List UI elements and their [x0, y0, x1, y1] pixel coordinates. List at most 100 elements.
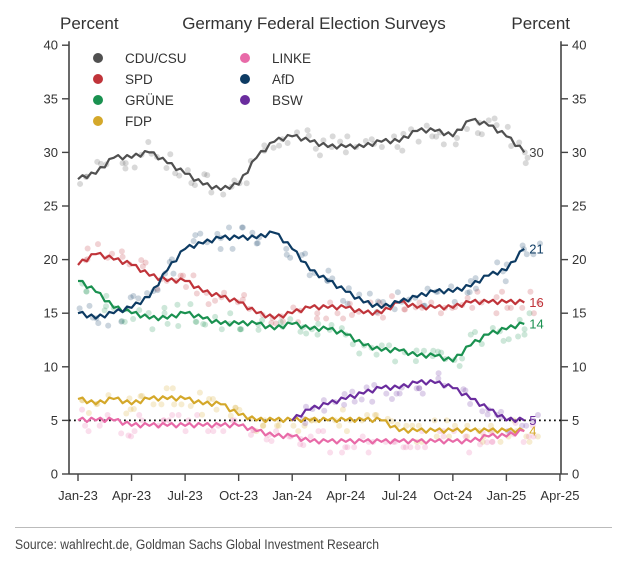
survey-point: [344, 300, 351, 307]
survey-point: [358, 396, 365, 403]
end-label-cducsu: 30: [529, 145, 543, 160]
y-tick-label-right: 25: [572, 199, 586, 214]
survey-point: [345, 285, 352, 292]
survey-point: [180, 272, 187, 279]
survey-point: [466, 289, 473, 296]
survey-point: [294, 129, 301, 136]
survey-point: [336, 422, 343, 429]
survey-point: [300, 442, 307, 449]
survey-point: [419, 390, 426, 397]
survey-point: [128, 433, 135, 440]
survey-point: [329, 133, 336, 140]
survey-point: [440, 141, 447, 148]
survey-point: [96, 422, 103, 429]
survey-point: [364, 412, 371, 419]
legend-item: FDP: [93, 114, 152, 129]
survey-point: [239, 224, 246, 231]
survey-point: [275, 422, 282, 429]
survey-point: [415, 138, 422, 145]
y-tick-label-right: 5: [572, 413, 579, 428]
survey-point: [524, 154, 531, 161]
survey-point: [521, 326, 528, 333]
survey-point: [176, 172, 183, 179]
survey-point: [507, 304, 514, 311]
survey-point: [227, 310, 234, 317]
survey-point: [306, 272, 313, 279]
survey-point: [516, 139, 523, 146]
survey-point: [136, 307, 143, 314]
survey-point: [217, 245, 224, 252]
survey-point: [105, 322, 112, 329]
survey-point: [154, 287, 161, 294]
survey-point: [247, 431, 254, 438]
survey-point: [241, 292, 248, 299]
survey-point: [130, 293, 137, 300]
survey-point: [446, 433, 453, 440]
survey-point: [519, 304, 526, 311]
survey-point: [327, 449, 334, 456]
y-tick-label-right: 15: [572, 306, 586, 321]
series-lines: 30 16 14 4 21 5: [77, 117, 544, 445]
survey-point: [526, 310, 533, 317]
survey-point: [343, 428, 350, 435]
survey-point: [273, 428, 280, 435]
survey-point: [342, 444, 349, 451]
survey-point: [305, 132, 312, 139]
survey-point: [340, 297, 347, 304]
survey-point: [302, 250, 309, 257]
survey-point: [423, 122, 430, 129]
survey-point: [433, 433, 440, 440]
survey-point: [280, 318, 287, 325]
survey-point: [340, 315, 347, 322]
survey-point: [214, 230, 221, 237]
survey-point: [243, 180, 250, 187]
survey-point: [85, 428, 92, 435]
survey-point: [320, 397, 327, 404]
survey-point: [464, 433, 471, 440]
survey-point: [502, 278, 509, 285]
survey-point: [424, 285, 431, 292]
survey-point: [412, 358, 419, 365]
survey-point: [378, 144, 385, 151]
survey-point: [167, 151, 174, 158]
legend-item: GRÜNE: [93, 93, 174, 108]
survey-point: [307, 433, 314, 440]
survey-point: [494, 259, 501, 266]
survey-point: [209, 395, 216, 402]
survey-point: [131, 428, 138, 435]
survey-point: [371, 412, 378, 419]
survey-point: [175, 412, 182, 419]
survey-point: [498, 408, 505, 415]
survey-point: [469, 304, 476, 311]
survey-point: [121, 318, 128, 325]
survey-point: [430, 347, 437, 354]
survey-point: [485, 117, 492, 124]
left-axis-title: Percent: [60, 14, 119, 33]
legend-item: SPD: [93, 72, 153, 87]
axes: 0 0 5 5 10 10 15 15 20 20 25 25 30 30 35 35 40 40 Jan-23 Ap…: [44, 38, 587, 503]
survey-point: [255, 326, 262, 333]
survey-point: [79, 406, 86, 413]
survey-point: [284, 140, 291, 147]
survey-point: [329, 275, 336, 282]
survey-point: [150, 401, 157, 408]
survey-point: [105, 392, 112, 399]
survey-point: [478, 131, 485, 138]
survey-point: [191, 182, 198, 189]
survey-point: [466, 449, 473, 456]
survey-point: [521, 331, 528, 338]
survey-point: [348, 312, 355, 319]
survey-point: [312, 145, 319, 152]
survey-point: [304, 127, 311, 134]
survey-point: [530, 417, 537, 424]
survey-point: [373, 351, 380, 358]
survey-point: [516, 316, 523, 323]
survey-point: [298, 252, 305, 259]
survey-point: [190, 272, 197, 279]
survey-point: [254, 240, 261, 247]
survey-point: [527, 288, 534, 295]
survey-point: [437, 310, 444, 317]
legend-marker: [240, 53, 250, 63]
legend-label: SPD: [125, 72, 153, 87]
survey-point: [341, 401, 348, 408]
